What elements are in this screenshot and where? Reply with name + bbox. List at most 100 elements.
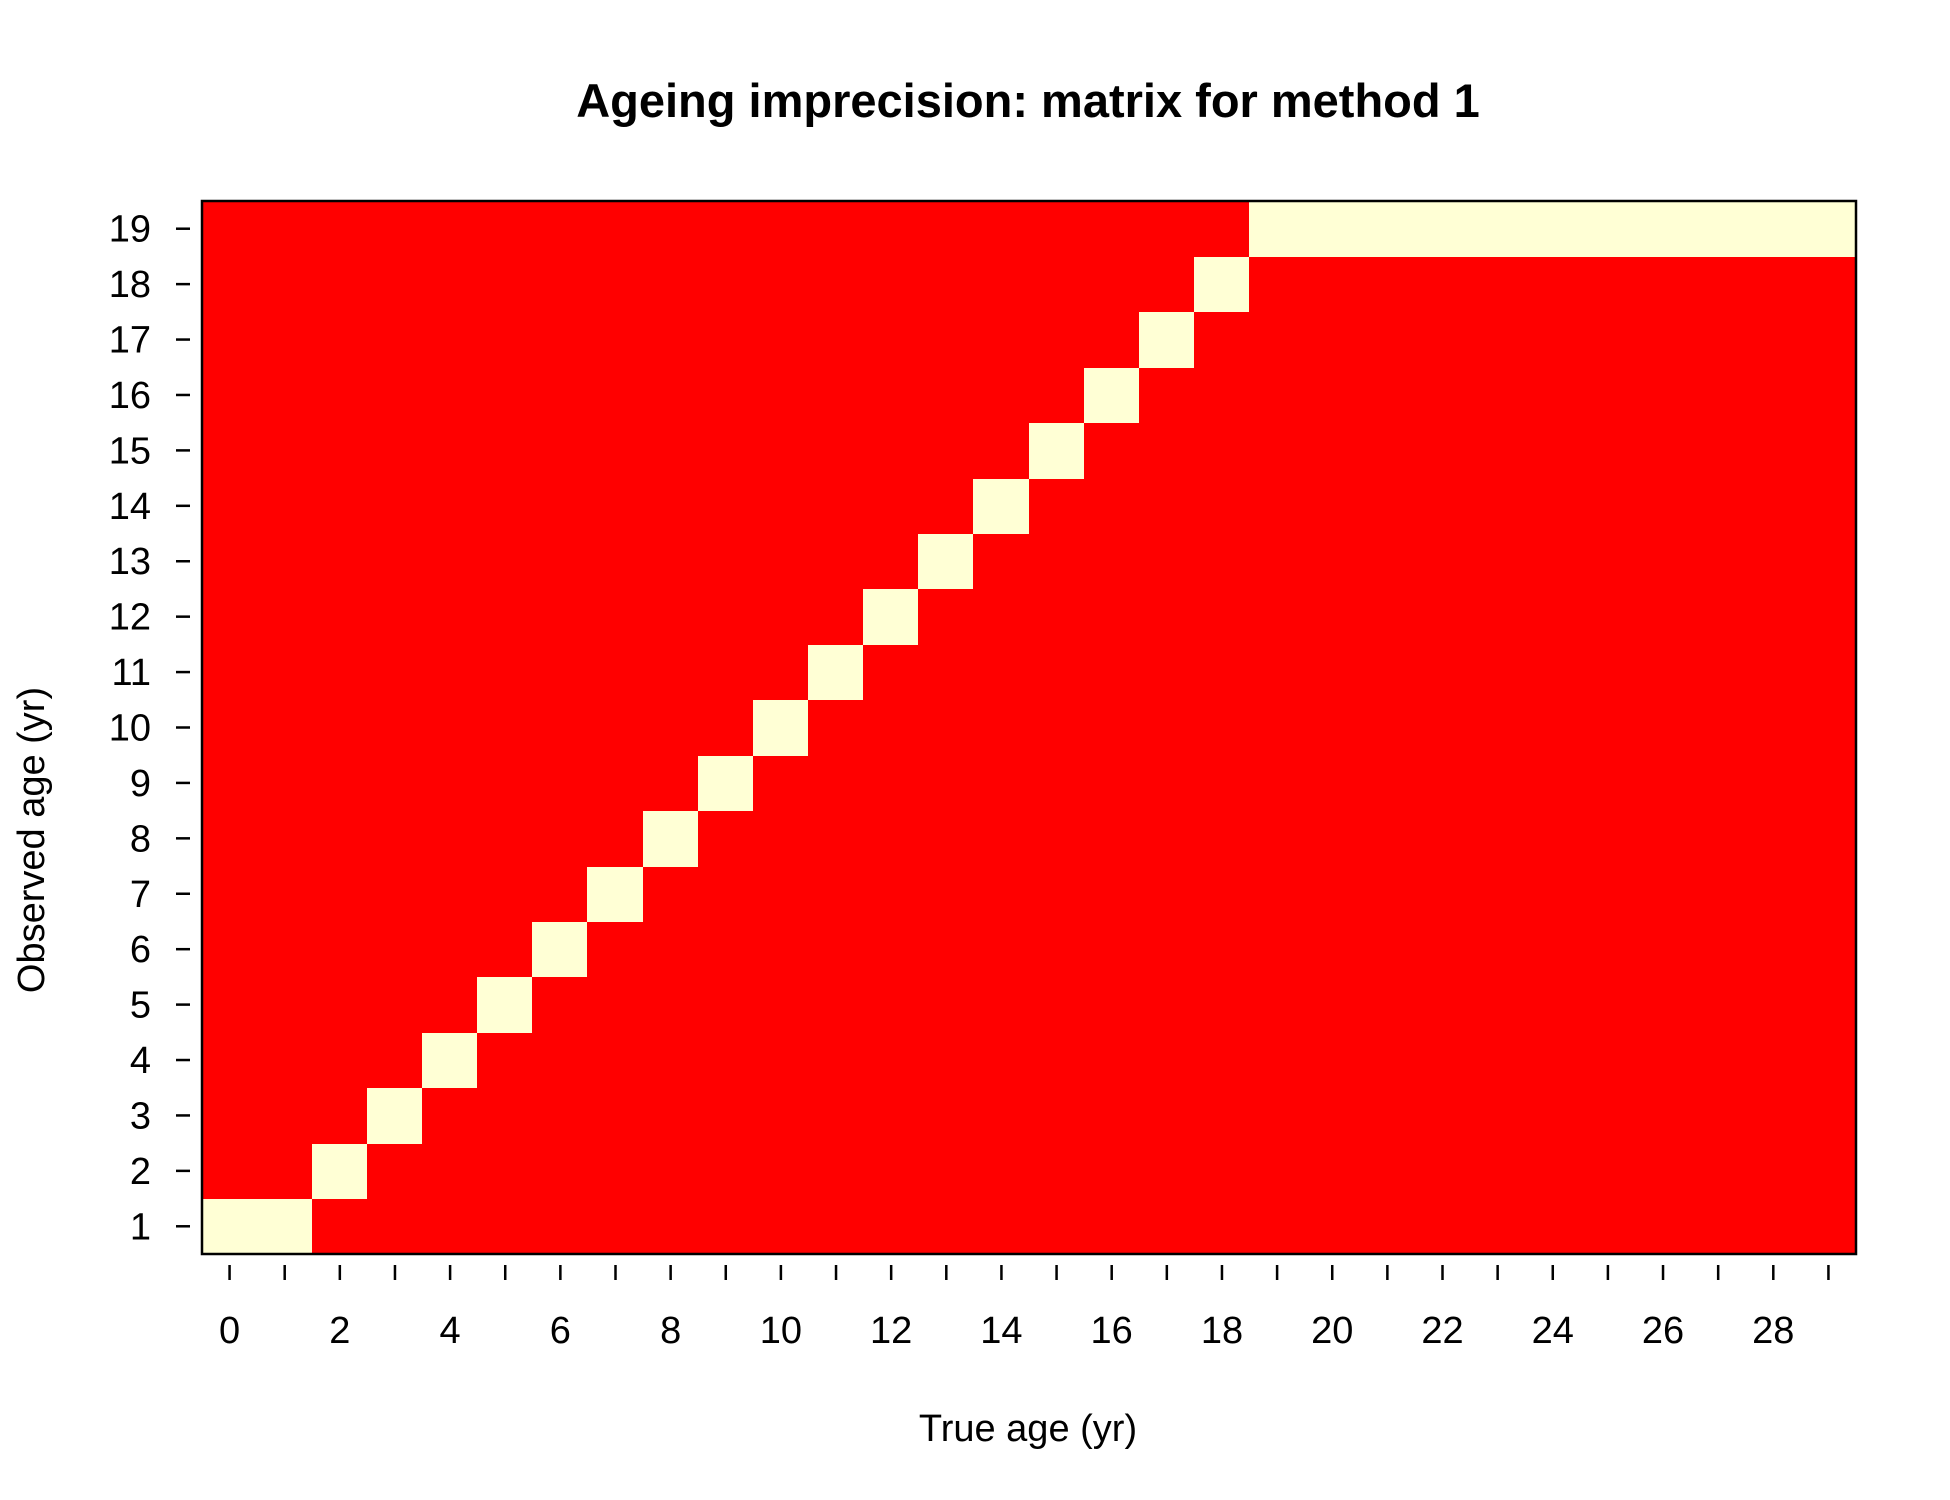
heatmap-cell [202,422,258,479]
chart-title: Ageing imprecision: matrix for method 1 [576,74,1480,127]
heatmap-cell [1084,1198,1140,1254]
heatmap-cell [1800,533,1856,589]
heatmap-cell [753,866,809,922]
heatmap-cell [1470,866,1526,922]
heatmap-cell [422,533,478,589]
heatmap-cell [1800,1143,1856,1199]
heatmap-cell [202,755,258,811]
heatmap-cell [918,311,974,368]
heatmap-cell [1690,533,1746,589]
heatmap-cell [1580,699,1636,756]
heatmap-cell [312,755,368,811]
heatmap-cell [1194,1032,1250,1088]
heatmap-cell [312,588,368,645]
heatmap-cell [1139,1087,1195,1144]
heatmap-cell [1690,976,1746,1033]
heatmap-cell [312,699,368,756]
heatmap-cell [1029,478,1085,534]
heatmap-cell [1745,1143,1801,1199]
heatmap-cell [1304,367,1360,423]
heatmap-cell [1470,699,1526,756]
heatmap-cell [643,755,699,811]
heatmap-cell [1635,256,1691,312]
heatmap-cell [1414,588,1471,645]
x-tick-label: 12 [870,1310,912,1352]
heatmap-cell [918,921,974,977]
heatmap-cell [312,921,368,977]
heatmap-cell [1359,478,1415,534]
heatmap-cell [973,478,1029,534]
heatmap-cell [532,1198,588,1254]
heatmap-cell [1084,311,1140,368]
heatmap-cell [367,644,423,700]
heatmap-cell [532,367,588,423]
heatmap-cell [1635,201,1691,257]
heatmap-cell [257,256,313,312]
heatmap-cell [808,422,864,479]
heatmap-cell [1084,256,1140,312]
heatmap-cell [918,588,974,645]
heatmap-cell [477,976,533,1033]
heatmap-cell [1800,256,1856,312]
heatmap-cell [1029,422,1085,479]
heatmap-cell [863,976,919,1033]
heatmap-cell [202,921,258,977]
heatmap-cell [918,1087,974,1144]
heatmap-cell [1690,201,1746,257]
heatmap-cell [863,533,919,589]
heatmap-cell [532,1032,588,1088]
heatmap-cell [1029,533,1085,589]
heatmap-cell [1359,311,1415,368]
heatmap-cell [532,588,588,645]
heatmap-cell [1690,256,1746,312]
heatmap-cell [367,201,423,257]
heatmap-cell [753,1032,809,1088]
heatmap-cell [1194,201,1250,257]
heatmap-cell [422,644,478,700]
heatmap-cell [477,533,533,589]
heatmap-cell [863,755,919,811]
heatmap-cell [1304,1087,1360,1144]
heatmap-cell [863,367,919,423]
heatmap-cell [918,256,974,312]
heatmap-cell [312,367,368,423]
heatmap-cell [1690,1198,1746,1254]
heatmap-cell [1470,256,1526,312]
heatmap-cell [1029,367,1085,423]
heatmap-cell [257,755,313,811]
heatmap-cell [532,256,588,312]
heatmap-cell [422,699,478,756]
heatmap-cell [477,810,533,867]
heatmap-cell [1635,921,1691,977]
heatmap-cell [1690,921,1746,977]
heatmap-cell [1194,644,1250,700]
heatmap-cell [477,1032,533,1088]
heatmap-cell [532,921,588,977]
heatmap-cell [973,1087,1029,1144]
heatmap-cell [1635,1143,1691,1199]
heatmap-cell [808,367,864,423]
heatmap-cell [477,201,533,257]
heatmap-cell [367,699,423,756]
heatmap-cell [1084,866,1140,922]
heatmap-cell [1304,588,1360,645]
heatmap-cell [1745,1087,1801,1144]
heatmap-cell [532,866,588,922]
heatmap-cell [1525,921,1581,977]
heatmap-cell [1690,422,1746,479]
heatmap-cell [1470,478,1526,534]
heatmap-cell [312,866,368,922]
heatmap-cell [312,1198,368,1254]
heatmap-cell [587,644,644,700]
heatmap-cell [863,1087,919,1144]
heatmap-cell [202,478,258,534]
heatmap-cell [257,201,313,257]
heatmap-cell [1635,644,1691,700]
heatmap-cell [973,810,1029,867]
heatmap-cell [643,256,699,312]
heatmap-cell [257,311,313,368]
heatmap-cell [1249,256,1305,312]
heatmap-cell [1194,1143,1250,1199]
plot-frame [200,199,1858,1256]
heatmap-cell [257,588,313,645]
